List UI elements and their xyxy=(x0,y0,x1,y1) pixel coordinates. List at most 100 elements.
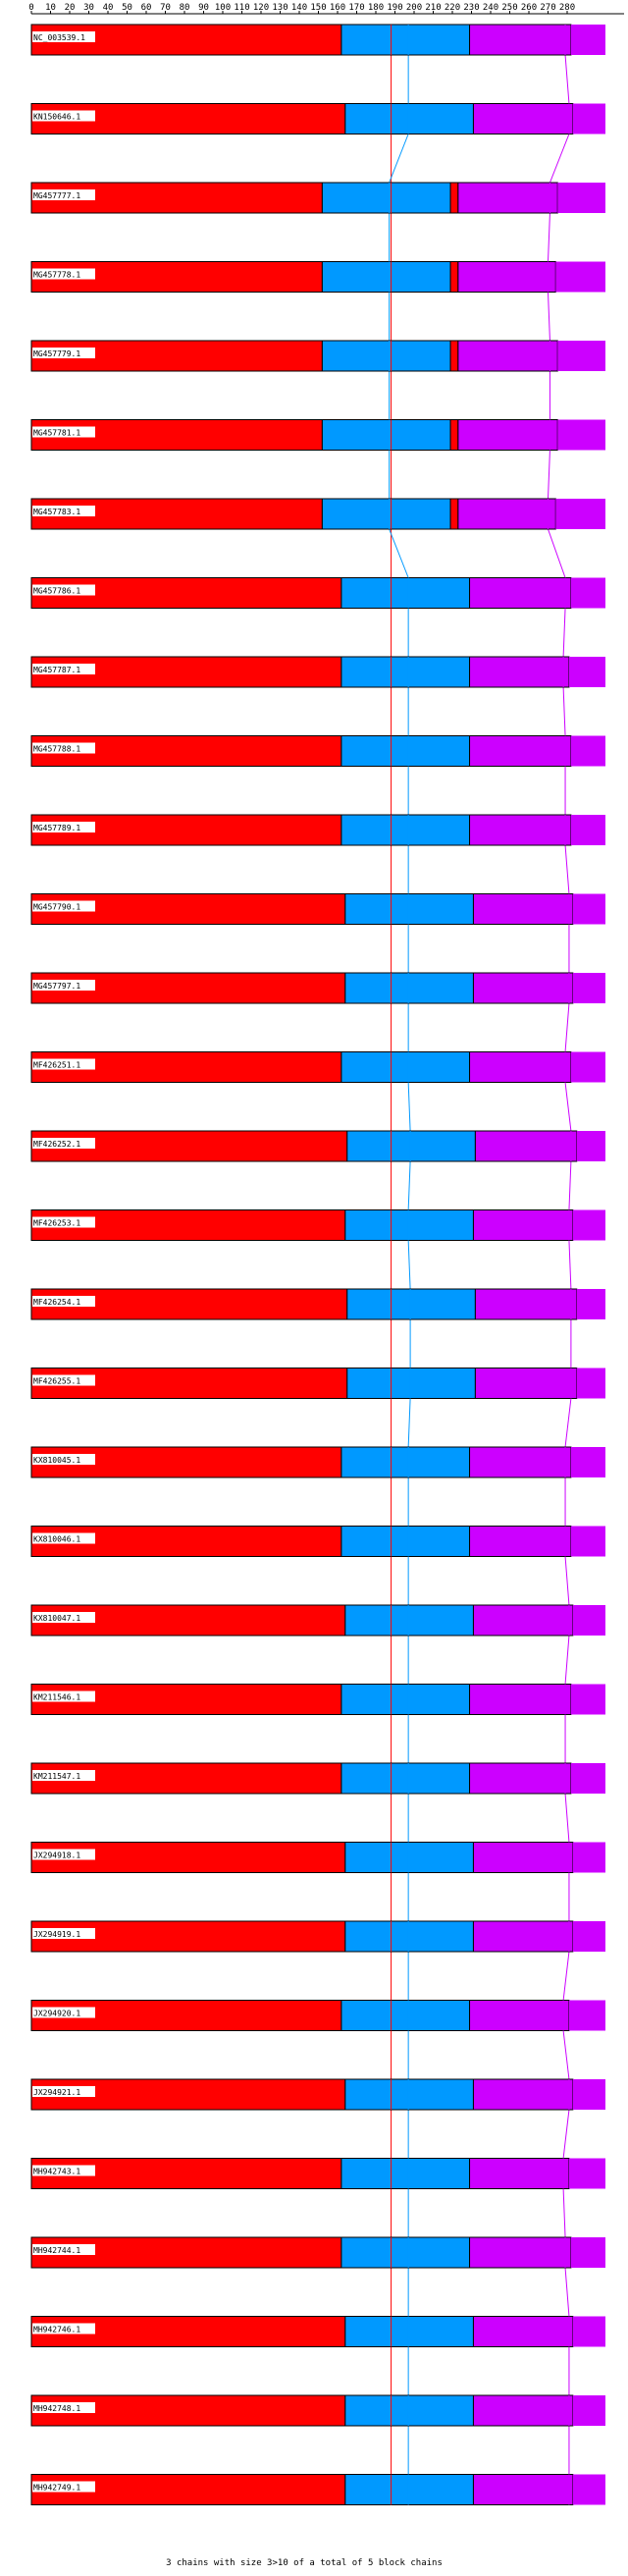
connector-line xyxy=(562,2109,570,2159)
chain-block xyxy=(457,261,556,293)
chain-label: MG457777.1 xyxy=(33,191,80,200)
axis-tick-label: 70 xyxy=(160,3,171,13)
chain-tail-block xyxy=(570,1684,605,1715)
connector-line xyxy=(548,212,550,262)
connector-line xyxy=(564,54,570,104)
chain-label-box xyxy=(32,31,95,42)
chain-block xyxy=(472,1604,574,1637)
chain-block xyxy=(469,1526,572,1557)
axis-tick-label: 50 xyxy=(122,3,132,13)
chain-label-box xyxy=(32,189,95,200)
chain-tail-block xyxy=(570,1763,605,1794)
chain-block xyxy=(449,261,459,293)
chain-tail-block xyxy=(568,2158,605,2189)
axis-tick-label: 40 xyxy=(103,3,114,13)
chain-label-box xyxy=(32,110,95,122)
connector-line xyxy=(562,608,566,658)
chain-label: MH942748.1 xyxy=(33,2404,80,2413)
chain-row: MF426251.1 xyxy=(30,1051,605,1083)
connector-line xyxy=(568,1160,572,1210)
chain-label-box xyxy=(32,1454,95,1465)
chain-label-box xyxy=(32,2402,95,2413)
chain-label-box xyxy=(32,506,95,516)
chain-label: KX810047.1 xyxy=(33,1614,80,1623)
chain-label: KN150646.1 xyxy=(33,113,80,122)
chain-block xyxy=(469,2236,572,2269)
axis-tick-label: 180 xyxy=(368,3,384,13)
axis-tick-label: 10 xyxy=(45,3,56,13)
chain-block xyxy=(340,2000,471,2031)
axis-tick-label: 110 xyxy=(234,3,249,13)
chain-row: MG457786.1 xyxy=(30,577,605,609)
chain-row: MG457797.1 xyxy=(30,972,605,1004)
chain-label-box xyxy=(32,1216,95,1228)
chain-block xyxy=(469,735,572,767)
chain-block xyxy=(340,1051,471,1083)
connector-line xyxy=(562,2030,570,2080)
chain-row: NC_003539.1 xyxy=(30,24,605,56)
chain-block xyxy=(321,340,451,372)
chain-block xyxy=(472,2316,574,2347)
connector-line xyxy=(564,2267,570,2317)
chain-block xyxy=(340,2236,471,2269)
chain-label-box xyxy=(32,2323,95,2334)
chain-label-box xyxy=(32,268,95,280)
axis-tick-label: 210 xyxy=(425,3,441,13)
chain-row: KM211547.1 xyxy=(30,1762,605,1795)
chain-row: MG457778.1 xyxy=(30,261,605,293)
chain-row: JX294919.1 xyxy=(30,1920,605,1953)
chain-tail-block xyxy=(557,341,605,371)
chain-row: KM211546.1 xyxy=(30,1684,605,1715)
chain-label-box xyxy=(32,664,95,674)
chain-label-box xyxy=(32,2481,95,2493)
chain-row: KX810047.1 xyxy=(30,1604,605,1637)
chain-row: MF426254.1 xyxy=(30,1288,605,1320)
chain-label: MF426252.1 xyxy=(33,1140,80,1149)
connector-line xyxy=(564,1082,572,1132)
connector-line xyxy=(564,1635,570,1685)
connector-line xyxy=(548,450,550,500)
chain-block xyxy=(457,419,558,451)
chain-label-box xyxy=(32,584,95,596)
chain-block xyxy=(469,656,570,688)
connector-line xyxy=(568,1240,572,1290)
chain-tail-block xyxy=(570,815,605,845)
chain-block xyxy=(344,2474,474,2505)
position-axis: 0 10 20 30 40 50 60 70 80 90 100 110 120 130 140 150 160… xyxy=(28,3,624,15)
connector-line xyxy=(564,844,570,894)
chain-row: MH942746.1 xyxy=(30,2316,605,2347)
chain-tail-block xyxy=(572,1605,605,1636)
axis-tick-label: 220 xyxy=(445,3,460,13)
chain-block xyxy=(474,1130,578,1162)
axis-tick-label: 90 xyxy=(198,3,209,13)
chain-row: MG457781.1 xyxy=(30,419,605,451)
chain-label-box xyxy=(32,742,95,754)
chain-label-box xyxy=(32,2244,95,2255)
chain-block xyxy=(321,182,451,214)
chain-block xyxy=(340,577,471,609)
chain-row: MG457788.1 xyxy=(30,735,605,767)
chain-tail-block xyxy=(570,1051,605,1083)
chain-label-box xyxy=(32,1770,95,1781)
connector-line xyxy=(407,1160,411,1210)
chain-block xyxy=(469,1762,572,1795)
chain-tail-block xyxy=(576,1368,605,1399)
chain-label: MG457778.1 xyxy=(33,271,80,280)
chain-label-box xyxy=(32,1138,95,1149)
chain-label: MH942749.1 xyxy=(33,2484,80,2493)
chain-label: MG457788.1 xyxy=(33,745,80,754)
chain-tail-block xyxy=(570,735,605,767)
axis-tick-label: 240 xyxy=(483,3,498,13)
chain-block xyxy=(469,1446,572,1478)
chain-label-box xyxy=(32,1849,95,1860)
chain-tail-block xyxy=(570,25,605,55)
chain-tail-block xyxy=(555,261,605,293)
chain-tail-block xyxy=(572,2474,605,2505)
chain-block xyxy=(469,814,572,846)
chain-label-box xyxy=(32,1928,95,1939)
chain-label-box xyxy=(32,2086,95,2097)
chain-row: MG457789.1 xyxy=(30,814,605,846)
connector-line xyxy=(564,1556,570,1606)
chain-label: MH942746.1 xyxy=(33,2326,80,2334)
